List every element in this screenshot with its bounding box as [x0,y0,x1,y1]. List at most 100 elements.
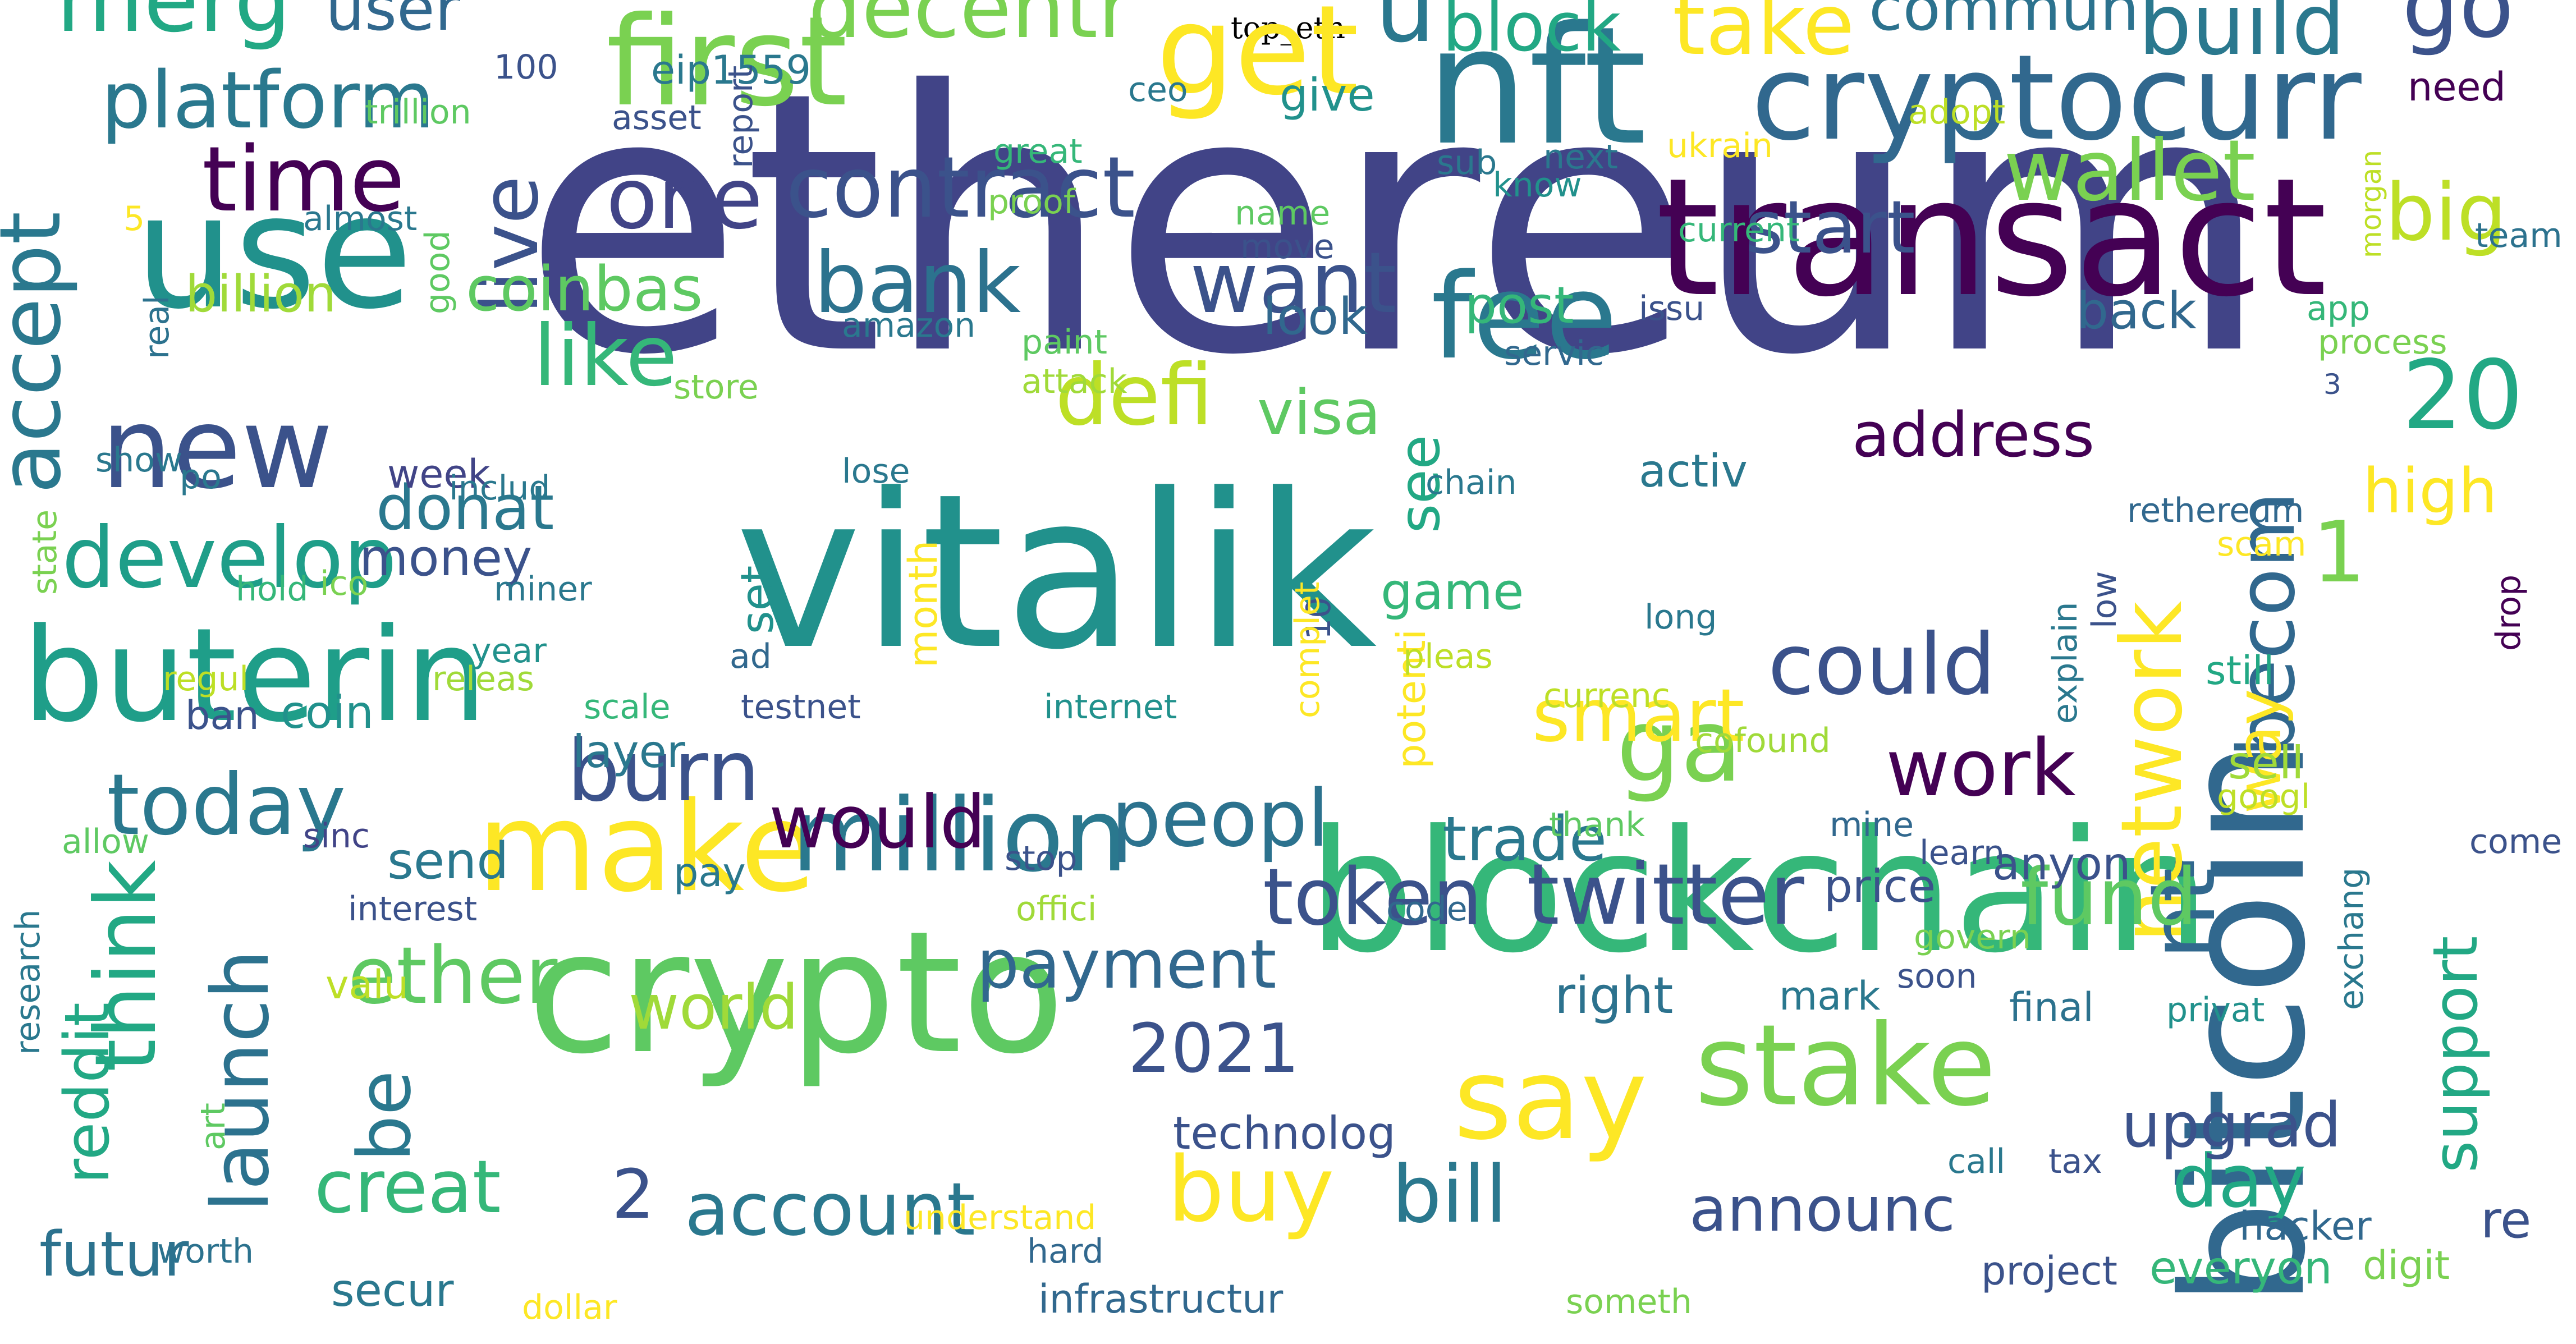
word-includ: includ [449,469,551,508]
word-address: address [1852,399,2095,471]
word-first: first [606,0,847,134]
word-amazon: amazon [842,306,976,345]
word-defi: defi [1055,347,1213,444]
word-regul: regul [163,659,249,699]
word-ad: ad [730,637,772,676]
word-process: process [2318,323,2447,362]
word-coinbas: coinbas [466,253,703,325]
word-state: state [25,510,65,595]
word-ban: ban [185,692,259,738]
word-user: user [326,0,460,44]
word-cryptocurr: cryptocurr [1751,29,2362,167]
word-stake: stake [1695,1001,1996,1131]
word-block: block [1442,0,1621,67]
word-take: take [1672,0,1855,74]
word-morgan: morgan [2355,149,2387,258]
word-move: move [1240,227,1335,267]
word-coin: coin [281,686,374,738]
word-good: good [418,230,457,314]
word-complet: complet [1288,581,1327,718]
word-govern: govern [1914,918,2031,957]
word-currenc: currenc [1543,676,1670,715]
word-ethereum: ethereum [522,15,2271,433]
word-donat: donat [376,472,554,544]
word-code: code [1386,889,1468,929]
word-u: u [1375,0,1436,64]
word-100: 100 [494,48,558,87]
word-name: name [1235,194,1331,233]
word-research: research [8,909,48,1055]
word-digit: digit [2363,1242,2450,1288]
word-reddit: reddit [51,1002,123,1184]
word-transact: transact [1656,144,2327,333]
word-2: 2 [612,1156,655,1234]
word-stop: stop [1005,839,1078,878]
word-tax: tax [2048,1142,2102,1181]
word-offici: offici [1016,889,1097,929]
word-launch: launch [195,949,287,1212]
word-set: set [731,565,783,634]
word-billion: billion [185,265,337,324]
word-great: great [993,132,1083,171]
word-know: know [1493,166,1582,205]
word-activ: activ [1639,445,1748,497]
word-almost: almost [303,199,418,238]
word-sub: sub [1437,143,1497,182]
word-team: team [2475,216,2563,255]
word-final: final [2009,984,2094,1030]
word-show: show [95,441,183,480]
word-go: go [2402,0,2514,58]
word-still: still [2206,648,2275,694]
word-report: report [721,65,760,168]
word-back: back [2077,282,2197,341]
word-vitalik: vitalik [735,448,1377,696]
word-paint: paint [1021,323,1108,362]
word-app: app [2307,289,2370,328]
word-soon: soon [1897,957,1977,996]
word-use: use [135,161,413,344]
word-time: time [202,127,405,232]
word-right: right [1555,966,1674,1025]
word-make: make [477,776,817,919]
word-futur: futur [39,1218,189,1290]
word-announc: announc [1689,1173,1956,1245]
word-call: call [1947,1142,2006,1181]
word-work: work [1886,723,2076,814]
word-adopt: adopt [1908,93,2006,132]
word-cofound: cofound [1695,721,1831,760]
word-allow: allow [62,822,149,861]
word-hard: hard [1027,1232,1104,1271]
word-visa: visa [1257,377,1381,448]
word-interest: interest [348,889,478,929]
word-need: need [2408,64,2506,110]
word-proof: proof [988,182,1075,222]
word-contract: contract [786,139,1135,237]
word-scale: scale [584,687,671,727]
word-burn: burn [567,723,760,820]
word-learn: learn [1919,833,2005,873]
word-nft: nft [1425,0,1647,181]
word-rethereum: rethereum [2127,491,2304,530]
word-pay: pay [673,850,746,896]
word-build: build [2138,0,2345,74]
word-upgrad: upgrad [2121,1089,2341,1161]
word-decentr: decentr [808,0,1133,57]
word-world: world [629,971,799,1043]
word-hold: hold [236,570,309,609]
word-issu: issu [1639,289,1705,328]
word-pleas: pleas [1403,637,1493,676]
word-mark: mark [1779,973,1881,1019]
word-platform: platform [101,55,435,146]
word-blockchain: blockchain [1308,794,2211,990]
word-lose: lose [842,452,910,491]
word-testnet: testnet [741,687,861,727]
word-today: today [107,756,346,854]
word-develop: develop [62,510,397,607]
word-ukrain: ukrain [1667,126,1773,166]
word-sinc: sinc [303,817,370,856]
word-fee: fee [1431,248,1618,386]
word-day: day [2172,1139,2307,1224]
word-scam: scam [2217,525,2307,564]
